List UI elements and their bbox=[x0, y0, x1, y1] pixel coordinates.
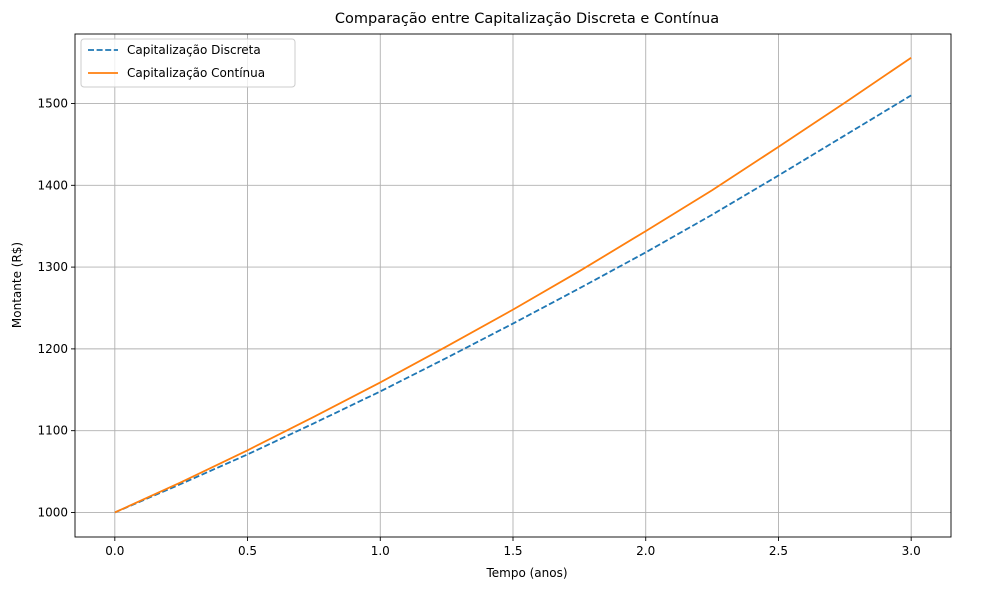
chart-title: Comparação entre Capitalização Discreta … bbox=[335, 11, 719, 27]
y-tick-label: 1400 bbox=[37, 178, 68, 192]
legend-box bbox=[80, 38, 296, 88]
y-tick-label: 1100 bbox=[37, 424, 68, 438]
series-line-continuous bbox=[114, 56, 912, 514]
grid bbox=[75, 34, 951, 537]
x-tick-label: 0.5 bbox=[238, 544, 257, 558]
legend: Capitalização Discreta Capitalização Con… bbox=[80, 38, 296, 88]
y-axis-title: Montante (R$) bbox=[10, 242, 24, 328]
x-axis-title: Tempo (anos) bbox=[485, 566, 567, 580]
y-tick-label: 1200 bbox=[37, 342, 68, 356]
series-group bbox=[114, 56, 912, 514]
legend-label-discrete: Capitalização Discreta bbox=[127, 43, 261, 57]
x-tick-label: 1.5 bbox=[503, 544, 522, 558]
x-tick-label: 3.0 bbox=[902, 544, 921, 558]
x-tick-label: 2.5 bbox=[769, 544, 788, 558]
y-tick-label: 1300 bbox=[37, 260, 68, 274]
y-tick-label: 1000 bbox=[37, 505, 68, 519]
x-tick-label: 2.0 bbox=[636, 544, 655, 558]
y-tick-label: 1500 bbox=[37, 97, 68, 111]
x-tick-label: 1.0 bbox=[371, 544, 390, 558]
series-line-discrete bbox=[114, 94, 912, 514]
axis-ticks: 0.0 0.5 1.0 1.5 2.0 2.5 3.0 1000 1100 1200 1300 140… bbox=[37, 97, 920, 558]
x-tick-label: 0.0 bbox=[105, 544, 124, 558]
legend-label-continuous: Capitalização Contínua bbox=[127, 66, 265, 80]
